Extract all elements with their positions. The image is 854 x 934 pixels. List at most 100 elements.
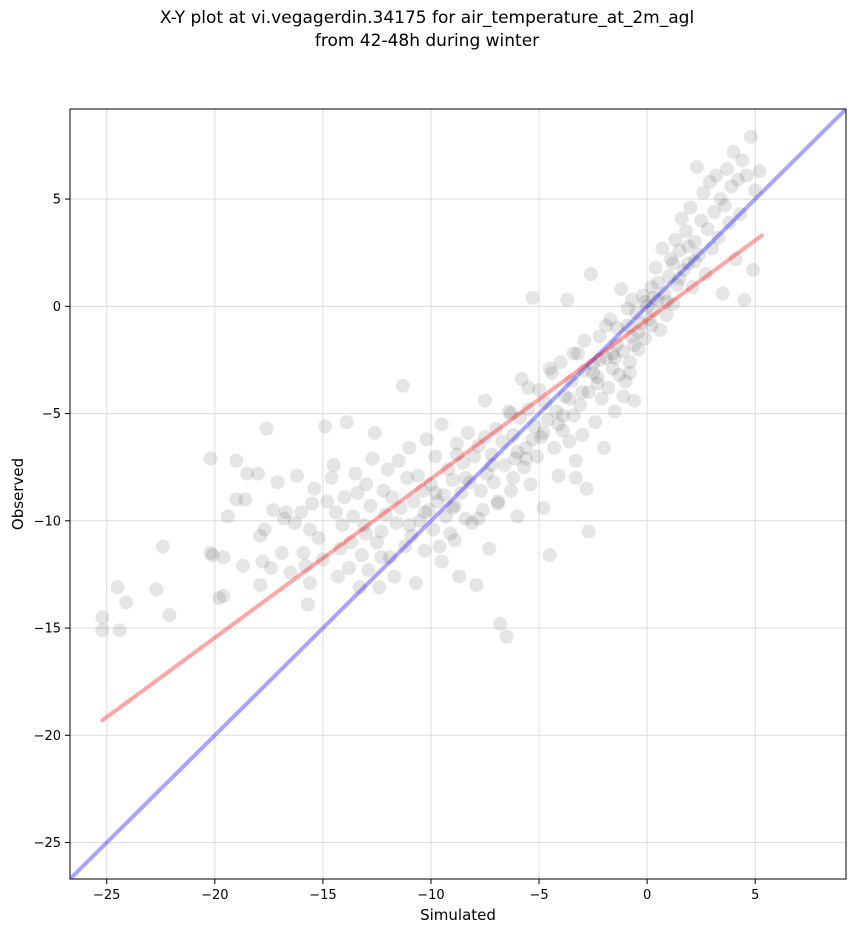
scatter-point <box>629 305 644 320</box>
scatter-point <box>445 500 460 515</box>
scatter-point <box>679 224 694 239</box>
scatter-point <box>562 434 577 449</box>
scatter-point <box>650 292 665 307</box>
scatter-point <box>423 477 438 492</box>
scatter-point <box>529 449 544 464</box>
y-axis-label: Observed <box>9 458 27 530</box>
chart-title-line-2: from 42-48h during winter <box>314 31 540 51</box>
scatter-point <box>739 168 754 183</box>
scatter-point <box>484 447 499 462</box>
scatter-point <box>728 252 743 267</box>
scatter-point <box>458 470 473 485</box>
identity-line <box>70 109 846 879</box>
scatter-point <box>363 498 378 513</box>
scatter-point <box>620 318 635 333</box>
scatter-point <box>603 312 618 327</box>
scatter-point <box>692 247 707 262</box>
scatter-point <box>646 303 661 318</box>
scatter-point <box>95 623 110 638</box>
scatter-point <box>674 211 689 226</box>
scatter-point <box>702 174 717 189</box>
scatter-point <box>711 230 726 245</box>
scatter-point <box>484 458 499 473</box>
scatter-point <box>545 365 560 380</box>
scatter-point <box>717 198 732 213</box>
scatter-point <box>294 505 309 520</box>
scatter-point <box>238 492 253 507</box>
scatter-point <box>367 425 382 440</box>
scatter-point <box>447 533 462 548</box>
scatter-point <box>607 404 622 419</box>
scatter-point <box>683 200 698 215</box>
scatter-point <box>722 215 737 230</box>
scatter-point <box>508 451 523 466</box>
scatter-point <box>300 597 315 612</box>
scatter-point <box>253 528 268 543</box>
scatter-point <box>506 428 521 443</box>
scatter-point <box>715 286 730 301</box>
scatter-point <box>458 511 473 526</box>
scatter-point <box>510 509 525 524</box>
scatter-point <box>746 262 761 277</box>
scatter-point <box>467 449 482 464</box>
scatter-point <box>698 267 713 282</box>
scatter-point <box>369 535 384 550</box>
x-tick-label: −20 <box>201 888 228 903</box>
scatter-point <box>709 168 724 183</box>
scatter-point <box>668 232 683 247</box>
scatter-point <box>341 560 356 575</box>
scatter-point <box>694 213 709 228</box>
scatter-point <box>499 629 514 644</box>
scatter-point <box>616 344 631 359</box>
scatter-point <box>311 530 326 545</box>
scatter-point <box>391 453 406 468</box>
scatter-point <box>434 417 449 432</box>
scatter-point <box>257 522 272 537</box>
scatter-point <box>162 608 177 623</box>
scatter-point <box>553 355 568 370</box>
y-tick-label: −15 <box>34 622 61 637</box>
scatter-point <box>320 494 335 509</box>
y-tick-label: 0 <box>53 300 61 315</box>
scatter-point <box>696 185 711 200</box>
grid-lines <box>70 109 846 879</box>
scatter-point <box>720 162 735 177</box>
scatter-point <box>449 447 464 462</box>
scatter-point <box>495 434 510 449</box>
scatter-point <box>307 481 322 496</box>
scatter-point <box>149 582 164 597</box>
scatter-point <box>653 322 668 337</box>
scatter-point <box>523 477 538 492</box>
scatter-point <box>445 473 460 488</box>
scatter-point <box>594 391 609 406</box>
scatter-point <box>428 449 443 464</box>
scatter-point <box>350 485 365 500</box>
scatter-point <box>354 548 369 563</box>
scatter-point <box>737 292 752 307</box>
x-tick-label: 5 <box>751 888 759 903</box>
scatter-point <box>289 468 304 483</box>
scatter-point <box>536 425 551 440</box>
scatter-point <box>434 554 449 569</box>
scatter-point <box>417 543 432 558</box>
scatter-point <box>419 432 434 447</box>
scatter-point <box>748 183 763 198</box>
scatter-point <box>205 548 220 563</box>
scatter-point <box>428 485 443 500</box>
scatter-point <box>599 318 614 333</box>
scatter-point <box>344 535 359 550</box>
scatter-point <box>596 440 611 455</box>
scatter-point <box>229 453 244 468</box>
scatter-point <box>501 404 516 419</box>
scatter-point <box>579 481 594 496</box>
scatter-point <box>348 466 363 481</box>
scatter-point <box>681 256 696 271</box>
scatter-point <box>672 271 687 286</box>
scatter-point <box>666 297 681 312</box>
scatter-point <box>640 299 655 314</box>
scatter-point <box>609 320 624 335</box>
scatter-point <box>583 267 598 282</box>
scatter-point <box>378 507 393 522</box>
scatter-point <box>478 393 493 408</box>
scatter-point <box>119 595 134 610</box>
